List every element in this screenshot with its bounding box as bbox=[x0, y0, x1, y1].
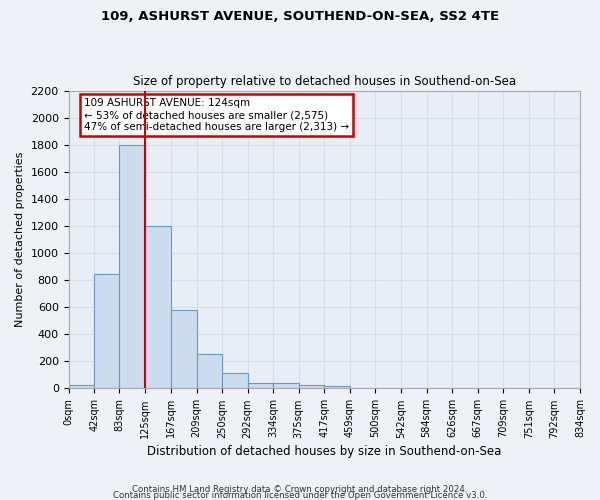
Bar bbox=[171, 310, 197, 388]
Bar bbox=[324, 386, 350, 388]
Text: 109 ASHURST AVENUE: 124sqm
← 53% of detached houses are smaller (2,575)
47% of s: 109 ASHURST AVENUE: 124sqm ← 53% of deta… bbox=[84, 98, 349, 132]
Bar bbox=[299, 385, 324, 388]
Bar bbox=[274, 383, 299, 388]
Y-axis label: Number of detached properties: Number of detached properties bbox=[15, 152, 25, 328]
Bar bbox=[222, 373, 248, 388]
Bar bbox=[119, 145, 145, 388]
Bar bbox=[197, 354, 222, 388]
Title: Size of property relative to detached houses in Southend-on-Sea: Size of property relative to detached ho… bbox=[133, 76, 516, 88]
Bar bbox=[68, 385, 94, 388]
Bar bbox=[248, 383, 274, 388]
Text: Contains public sector information licensed under the Open Government Licence v3: Contains public sector information licen… bbox=[113, 490, 487, 500]
Text: 109, ASHURST AVENUE, SOUTHEND-ON-SEA, SS2 4TE: 109, ASHURST AVENUE, SOUTHEND-ON-SEA, SS… bbox=[101, 10, 499, 23]
Text: Contains HM Land Registry data © Crown copyright and database right 2024.: Contains HM Land Registry data © Crown c… bbox=[132, 484, 468, 494]
Bar bbox=[145, 226, 171, 388]
Bar bbox=[94, 274, 119, 388]
X-axis label: Distribution of detached houses by size in Southend-on-Sea: Distribution of detached houses by size … bbox=[147, 444, 502, 458]
